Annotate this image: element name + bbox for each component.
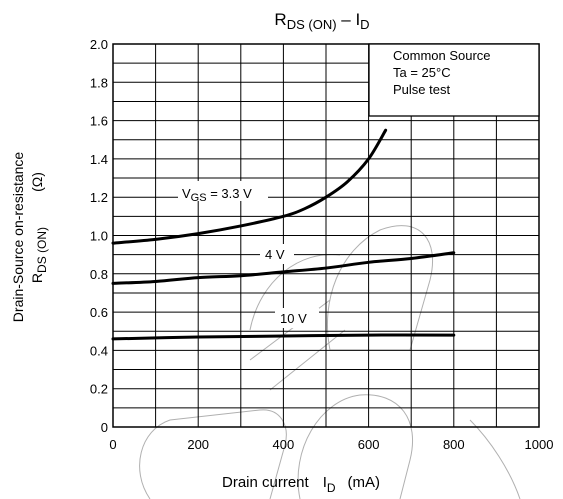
y-tick-label: 1.8 — [90, 75, 108, 90]
series-label-10v-text: 10 V — [280, 311, 307, 326]
series-label-4v-bg — [260, 244, 294, 264]
y-tick-label: 1.6 — [90, 114, 108, 129]
series-label-4v: 4 V — [260, 244, 294, 264]
series-label-3v3-bg — [178, 181, 268, 201]
series-label-10v: 10 V — [275, 308, 319, 328]
title-sep: – I — [337, 10, 361, 29]
series-label-3v3-text: VGS = 3.3 V — [182, 186, 252, 204]
series-line-2 — [111, 333, 456, 341]
x-axis-label-sub: D — [327, 481, 336, 495]
x-tick-label: 400 — [273, 437, 295, 452]
y-tick-label: 0.8 — [90, 267, 108, 282]
y-axis-label-line1: Drain-Source on-resistance — [10, 152, 26, 323]
series-line-0 — [111, 128, 388, 245]
note-line-2: Ta = 25°C — [393, 65, 451, 80]
note-box-frame — [368, 43, 540, 117]
x-tick-label: 600 — [358, 437, 380, 452]
x-axis-label-unit: (mA) — [348, 474, 381, 491]
y-tick-label: 1.4 — [90, 152, 108, 167]
x-tick-label: 200 — [187, 437, 209, 452]
x-axis-label: Drain current ID (mA) — [222, 474, 380, 495]
note-line-3: Pulse test — [393, 82, 450, 97]
y-axis-label-line2: RDS (ON) — [29, 227, 49, 283]
x-tick-label: 800 — [443, 437, 465, 452]
x-tick-label: 1000 — [525, 437, 554, 452]
series-lines — [111, 128, 456, 341]
y-axis-label-unit: (Ω) — [29, 172, 45, 192]
y-axis-label-var: R — [29, 273, 45, 283]
series-label-10v-bg — [275, 308, 319, 328]
y-tick-labels: 0 0.2 0.4 0.6 0.8 1.0 1.2 1.4 1.6 1.8 2.0 — [90, 37, 108, 435]
title-main: R — [274, 10, 286, 29]
y-tick-label: 0 — [101, 420, 108, 435]
title-sep-sub: D — [360, 17, 369, 32]
y-tick-label: 0.2 — [90, 382, 108, 397]
note-box: Common Source Ta = 25°C Pulse test — [368, 43, 540, 117]
x-tick-label: 0 — [109, 437, 116, 452]
y-tick-label: 2.0 — [90, 37, 108, 52]
x-tick-labels: 0 200 400 600 800 1000 — [109, 437, 553, 452]
series-label-4v-text: 4 V — [265, 247, 285, 262]
note-line-1: Common Source — [393, 48, 491, 63]
series-label-3v3-rest: = 3.3 V — [207, 186, 252, 201]
series-label-3v3-sub: GS — [191, 192, 207, 204]
y-tick-label: 0.6 — [90, 305, 108, 320]
plot-frame — [112, 43, 540, 428]
series-line-1 — [111, 251, 456, 285]
grid — [112, 43, 540, 428]
title-main-sub: DS (ON) — [287, 17, 337, 32]
y-axis-label: Drain-Source on-resistance — [10, 152, 26, 323]
y-tick-label: 0.4 — [90, 343, 108, 358]
series-label-3v3: VGS = 3.3 V — [178, 181, 268, 204]
x-axis-label-var: I — [323, 474, 327, 491]
x-axis-label-text: Drain current — [222, 474, 310, 491]
y-axis-label-2: RDS (ON) (Ω) — [29, 172, 49, 283]
y-tick-label: 1.0 — [90, 229, 108, 244]
y-tick-label: 1.2 — [90, 190, 108, 205]
series-label-3v3-var: V — [182, 186, 191, 201]
chart-title: RDS (ON) – ID — [274, 10, 369, 32]
y-axis-label-sub: DS (ON) — [35, 227, 49, 273]
